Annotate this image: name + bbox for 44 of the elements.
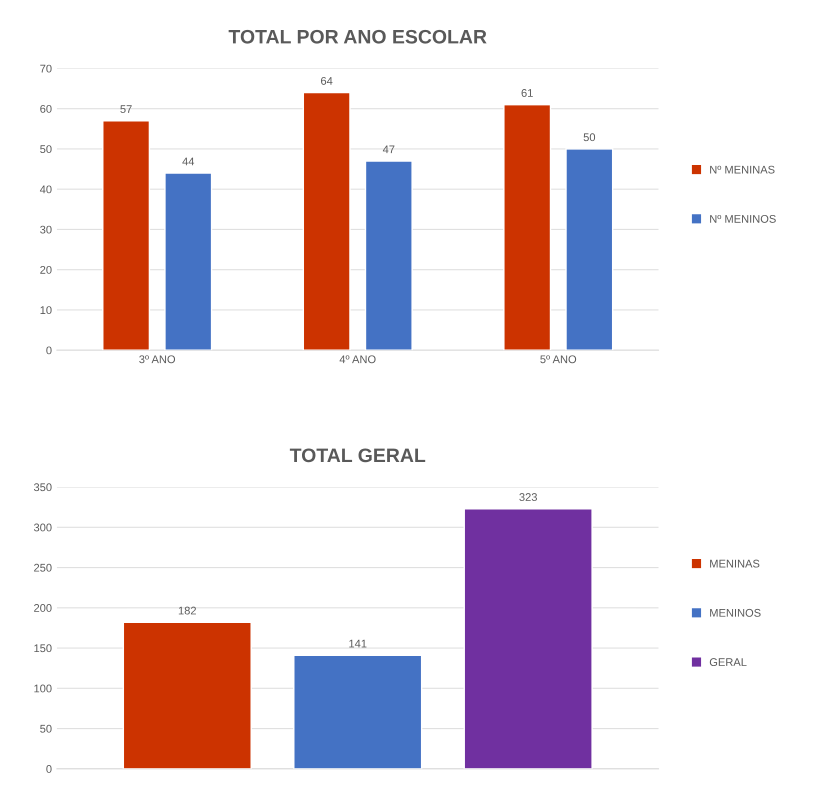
data-label: 61 (522, 89, 533, 97)
data-label: 141 (349, 640, 366, 648)
y-tick-label: 250 (34, 564, 52, 572)
chart-title: TOTAL POR ANO ESCOLAR (228, 30, 487, 44)
y-tick-label: 70 (40, 64, 52, 73)
bar (565, 148, 614, 350)
bar (302, 92, 351, 350)
y-tick-label: 30 (40, 226, 52, 234)
chart-title: TOTAL GERAL (290, 448, 426, 462)
x-tick-label: 3º ANO (139, 355, 176, 364)
x-tick-label: 4º ANO (340, 355, 376, 364)
bar (364, 160, 413, 350)
legend-label: MENINAS (710, 560, 760, 568)
bar (293, 654, 422, 769)
legend-label: GERAL (710, 658, 747, 666)
y-tick-label: 350 (34, 483, 52, 492)
y-tick-label: 20 (40, 266, 52, 274)
legend-label: Nº MENINOS (710, 214, 776, 223)
x-tick-label: 5º ANO (540, 355, 576, 364)
bar (102, 120, 150, 350)
legend-label: Nº MENINAS (710, 166, 775, 174)
y-tick-label: 150 (34, 644, 52, 652)
data-label: 47 (382, 145, 394, 154)
data-label: 64 (321, 76, 332, 85)
data-label: 323 (519, 493, 537, 502)
legend-label: MENINOS (710, 608, 761, 617)
y-tick-label: 0 (46, 765, 52, 773)
y-tick-label: 50 (40, 145, 52, 154)
bar (122, 622, 252, 769)
y-tick-label: 300 (34, 524, 52, 532)
y-tick-label: 10 (40, 306, 52, 314)
data-label: 57 (120, 105, 132, 113)
data-label: 50 (584, 133, 596, 142)
bar (164, 172, 212, 350)
bar (503, 104, 552, 350)
y-tick-label: 0 (46, 346, 52, 354)
y-tick-label: 60 (40, 104, 52, 113)
y-tick-label: 100 (34, 684, 52, 692)
data-label: 44 (182, 158, 194, 166)
y-tick-label: 200 (34, 604, 52, 612)
bar (464, 508, 593, 769)
y-tick-label: 40 (40, 185, 52, 194)
y-tick-label: 50 (40, 724, 52, 733)
data-label: 182 (178, 606, 196, 615)
